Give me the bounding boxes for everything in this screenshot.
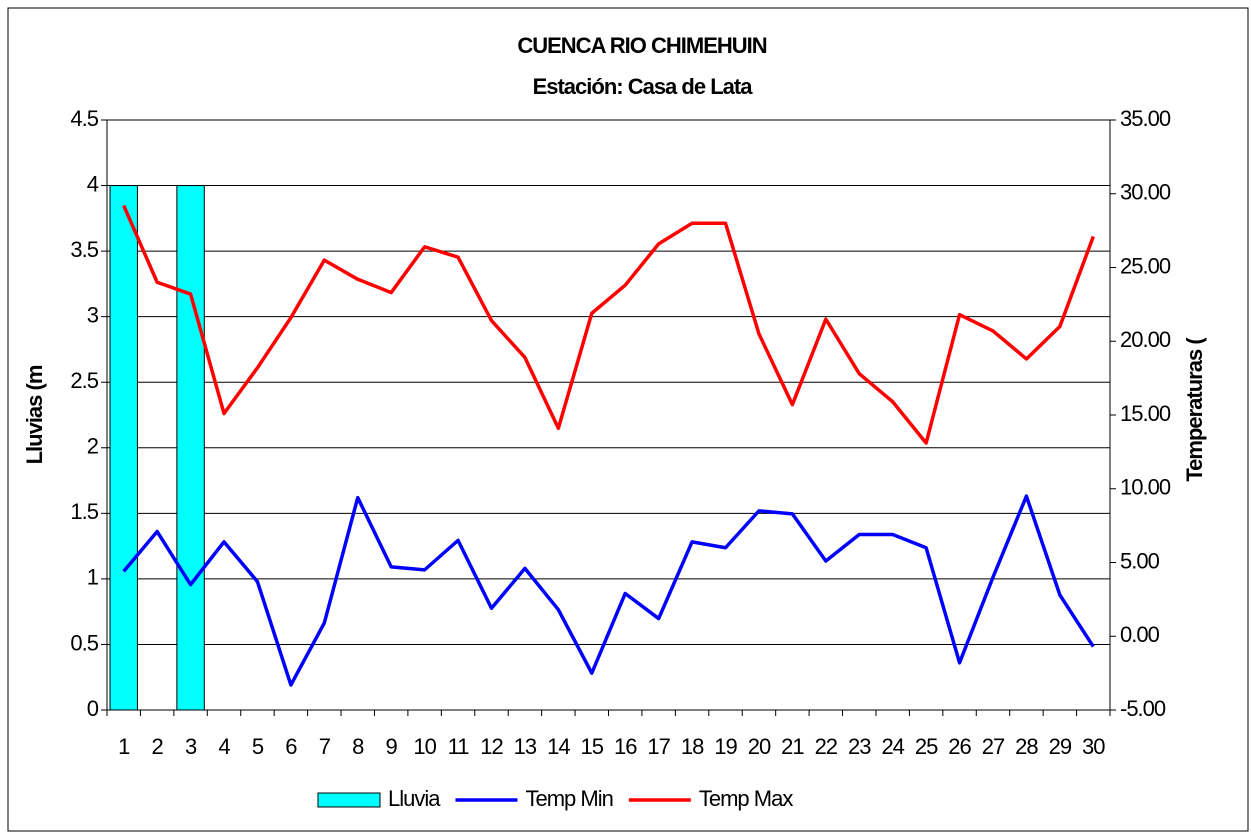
x-tick-label: 25 (915, 734, 938, 759)
y-tick-label: 1 (87, 565, 99, 590)
y-tick-label: 3 (87, 302, 99, 327)
y2-tick-label: 5.00 (1120, 548, 1160, 573)
x-tick-label: 24 (881, 734, 904, 759)
y-tick-label: 4.5 (70, 106, 98, 131)
chart-subtitle: Estación: Casa de Lata (533, 74, 754, 99)
legend-label: Temp Min (525, 786, 612, 811)
x-tick-label: 15 (581, 734, 604, 759)
bar (109, 185, 138, 711)
chart-title: CUENCA RIO CHIMEHUIN (517, 33, 766, 58)
line (122, 494, 1095, 687)
y-tick-label: 0 (87, 696, 99, 721)
x-tick-label: 29 (1049, 734, 1072, 759)
x-tick-label: 7 (319, 734, 331, 759)
line (122, 204, 1095, 445)
y2-tick-label: 35.00 (1120, 106, 1171, 131)
x-tick-label: 10 (413, 734, 436, 759)
y-tick-label: 4 (87, 171, 99, 196)
y2-axis-title: Temperaturas ( (1182, 337, 1207, 482)
x-tick-label: 16 (614, 734, 637, 759)
bar (176, 185, 205, 711)
y2-tick-label: 25.00 (1120, 253, 1171, 278)
x-tick-label: 14 (547, 734, 570, 759)
y2-tick-label: 15.00 (1120, 401, 1171, 426)
y2-tick-label: -5.00 (1120, 696, 1166, 721)
x-tick-label: 20 (748, 734, 771, 759)
x-tick-label: 5 (252, 734, 264, 759)
x-tick-label: 17 (647, 734, 670, 759)
x-tick-label: 9 (386, 734, 398, 759)
x-tick-label: 8 (352, 734, 364, 759)
y-tick-label: 2 (87, 434, 99, 459)
x-tick-label: 11 (448, 734, 470, 759)
y-tick-label: 3.5 (70, 237, 98, 262)
x-tick-label: 1 (118, 734, 130, 759)
y2-tick-label: 0.00 (1120, 622, 1160, 647)
x-tick-label: 13 (514, 734, 537, 759)
x-tick-label: 19 (714, 734, 737, 759)
x-tick-label: 27 (982, 734, 1005, 759)
y-tick-label: 1.5 (70, 499, 98, 524)
y-axis-title: Lluvias (m (22, 365, 47, 464)
x-tick-label: 3 (185, 734, 197, 759)
x-tick-label: 30 (1082, 734, 1105, 759)
x-tick-label: 22 (815, 734, 838, 759)
y2-tick-label: 10.00 (1120, 475, 1171, 500)
legend-label: Lluvia (388, 786, 441, 811)
x-tick-label: 26 (948, 734, 971, 759)
legend-label: Temp Max (699, 786, 793, 811)
legend-swatch (317, 792, 381, 808)
x-tick-label: 23 (848, 734, 871, 759)
y2-tick-label: 30.00 (1120, 180, 1171, 205)
y-tick-label: 2.5 (70, 368, 98, 393)
x-tick-label: 4 (218, 734, 230, 759)
x-tick-label: 18 (681, 734, 704, 759)
y-tick-label: 0.5 (70, 630, 98, 655)
x-tick-label: 12 (480, 734, 503, 759)
x-tick-label: 6 (285, 734, 297, 759)
x-tick-label: 21 (781, 734, 804, 759)
x-tick-label: 2 (152, 734, 164, 759)
x-tick-label: 28 (1015, 734, 1038, 759)
y2-tick-label: 20.00 (1120, 327, 1171, 352)
chart-border (7, 7, 1249, 832)
